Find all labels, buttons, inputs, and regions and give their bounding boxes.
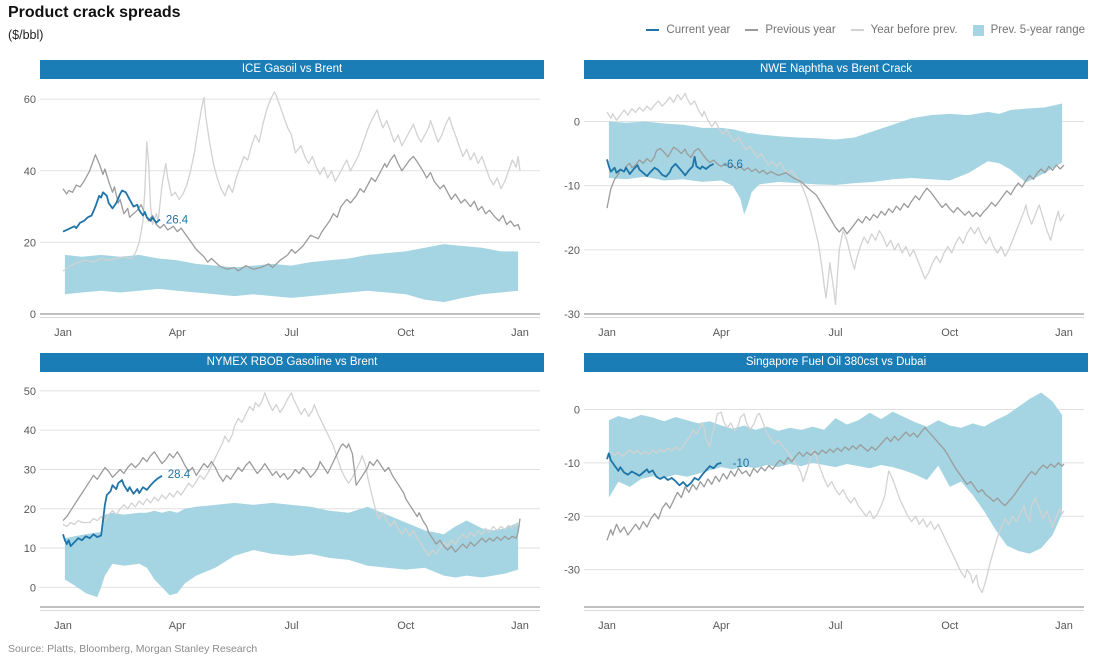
legend-item-year-before-prev: Year before prev. (850, 24, 958, 36)
nymex-rbob-gasoline-vs-brent-plot: 0 10 20 30 40 50 28.4 Jan Apr Jul Oct Jan (24, 386, 540, 632)
previous-year-line (62, 443, 521, 553)
y-tick-label: 20 (24, 237, 36, 249)
x-tick-label: Apr (713, 327, 730, 339)
y-tick-label: 20 (24, 504, 36, 516)
y-tick-label: 0 (30, 309, 36, 321)
chart-title-nymex-rbob-gasoline-vs-brent: NYMEX RBOB Gasoline vs Brent (40, 353, 544, 372)
x-tick-label: Apr (169, 620, 186, 632)
x-tick-label: Jan (598, 327, 616, 339)
x-tick-label: Jul (284, 620, 298, 632)
x-tick-label: Jan (1055, 327, 1073, 339)
current-year-line (62, 475, 163, 548)
year-before-prev-line (62, 91, 521, 272)
x-tick-label: Jan (1055, 620, 1073, 632)
x-tick-label: Jan (511, 620, 529, 632)
x-tick-label: Oct (941, 327, 958, 339)
x-tick-label: Jul (828, 620, 842, 632)
source-note: Source: Platts, Bloomberg, Morgan Stanle… (8, 643, 258, 655)
year-before-prev-line (606, 411, 1065, 594)
x-tick-label: Apr (169, 327, 186, 339)
range-swatch-icon (972, 24, 984, 36)
current-year-line (62, 189, 161, 233)
latest-value-label: 28.4 (168, 469, 191, 481)
legend-label: Previous year (765, 24, 836, 36)
ice-gasoil-vs-brent-plot: 0 20 40 60 26.4 Jan Apr Jul Oct Jan (24, 91, 540, 339)
previous-year-line-icon (745, 29, 759, 31)
current-year-line (606, 155, 715, 178)
latest-value-label: -10 (733, 458, 750, 470)
current-year-line (606, 452, 722, 488)
y-tick-label: -30 (564, 565, 580, 577)
y-tick-label: -10 (564, 458, 580, 470)
prev-5-year-range-band (64, 244, 519, 303)
prev-5-year-range-band (64, 502, 519, 598)
y-tick-label: -20 (564, 511, 580, 523)
prev-5-year-range-band (608, 103, 1063, 215)
page-title: Product crack spreads (8, 4, 181, 21)
y-tick-label: 0 (574, 117, 580, 129)
previous-year-line (606, 146, 1065, 235)
y-tick-label: 40 (24, 425, 36, 437)
prev-5-year-range-band (608, 392, 1063, 554)
year-before-prev-line (606, 92, 1065, 306)
year-before-prev-line-icon (850, 29, 864, 31)
x-tick-label: Jul (828, 327, 842, 339)
legend: Current year Previous year Year before p… (646, 24, 1085, 36)
legend-label: Current year (666, 24, 731, 36)
x-tick-label: Jan (54, 327, 72, 339)
x-tick-label: Jan (511, 327, 529, 339)
x-tick-label: Oct (397, 327, 414, 339)
nwe-naphtha-vs-brent-crack-plot: 0 -10 -20 -30 -6.6 Jan Apr Jul Oct Jan (564, 92, 1084, 339)
x-tick-label: Jan (54, 620, 72, 632)
legend-item-prev-5-year-range: Prev. 5-year range (972, 24, 1085, 36)
legend-label: Prev. 5-year range (990, 24, 1085, 36)
singapore-fuel-oil-380cst-vs-dubai-plot: 0 -10 -20 -30 -10 Jan Apr Jul Oct Jan (564, 392, 1084, 632)
previous-year-line (606, 427, 1065, 541)
y-tick-label: 10 (24, 543, 36, 555)
legend-item-current-year: Current year (646, 24, 730, 36)
x-tick-label: Jan (598, 620, 616, 632)
legend-item-previous-year: Previous year (745, 24, 836, 36)
y-tick-label: 0 (574, 405, 580, 417)
chart-title-singapore-fuel-oil-380cst-vs-dubai: Singapore Fuel Oil 380cst vs Dubai (584, 353, 1088, 372)
previous-year-line (62, 154, 521, 272)
legend-label: Year before prev. (870, 24, 958, 36)
x-tick-label: Apr (713, 620, 730, 632)
y-tick-label: 30 (24, 464, 36, 476)
y-tick-label: 40 (24, 166, 36, 178)
chart-title-ice-gasoil-vs-brent: ICE Gasoil vs Brent (40, 60, 544, 79)
current-year-line-icon (646, 29, 660, 31)
x-tick-label: Oct (941, 620, 958, 632)
latest-value-label: 26.4 (166, 214, 189, 226)
chart-title-nwe-naphtha-vs-brent-crack: NWE Naphtha vs Brent Crack (584, 60, 1088, 79)
x-tick-label: Jul (284, 327, 298, 339)
year-before-prev-line (62, 392, 521, 557)
x-tick-label: Oct (397, 620, 414, 632)
y-tick-label: -20 (564, 245, 580, 257)
y-tick-label: 0 (30, 582, 36, 594)
y-tick-label: -10 (564, 181, 580, 193)
units-label: ($/bbl) (8, 28, 44, 42)
latest-value-label: -6.6 (723, 159, 743, 171)
y-tick-label: 60 (24, 94, 36, 106)
y-tick-label: 50 (24, 386, 36, 398)
y-tick-label: -30 (564, 309, 580, 321)
